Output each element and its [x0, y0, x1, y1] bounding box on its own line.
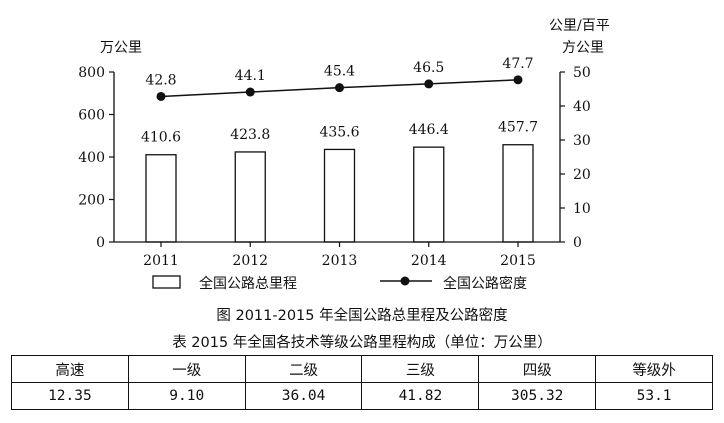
value-cell: 12.35 — [11, 382, 129, 410]
y-right-tick-label: 50 — [573, 65, 591, 81]
density-point — [245, 87, 255, 97]
figure-caption: 图 2011-2015 年全国公路总里程及公路密度 — [216, 308, 508, 324]
line-layer — [156, 75, 523, 101]
y-left-tick-label: 0 — [96, 235, 105, 251]
y-right-label-line-1: 公里/百平 — [549, 18, 610, 34]
y-right-tick-label: 30 — [573, 133, 591, 149]
density-value-label: 44.1 — [235, 68, 266, 84]
x-tick-label: 2011 — [143, 253, 179, 269]
y-right-tick-label: 40 — [573, 99, 591, 115]
legend-line-label: 全国公路密度 — [443, 275, 527, 292]
y-right-tick-label: 10 — [573, 201, 591, 217]
bar — [323, 148, 356, 243]
road-grade-table: 高速 一级 二级 三级 四级 等级外 12.35 9.10 36.04 41.8… — [11, 355, 713, 410]
table-value-row: 12.35 9.10 36.04 41.82 305.32 53.1 — [11, 382, 713, 410]
density-value-label: 46.5 — [413, 60, 444, 76]
x-tick-label: 2014 — [411, 253, 447, 269]
value-cell: 9.10 — [127, 382, 246, 410]
header-cell: 高速 — [11, 355, 129, 383]
header-cell: 三级 — [361, 355, 480, 383]
x-tick-label: 2013 — [322, 253, 358, 269]
density-value-label: 42.8 — [145, 72, 176, 88]
y-right-tick-label: 0 — [573, 235, 582, 251]
bar-value-label: 423.8 — [230, 127, 270, 143]
ticks-layer: 0 200 400 600 800 0 10 20 30 40 50 2011 2012 2013 2014… — [78, 65, 591, 269]
y-left-label: 万公里 — [100, 40, 142, 56]
bar — [234, 151, 266, 243]
table-caption: 表 2015 年全国各技术等级公路里程构成（单位：万公里） — [172, 335, 552, 351]
x-tick-label: 2015 — [500, 253, 536, 269]
density-point — [424, 79, 434, 89]
y-left-tick-label: 400 — [78, 150, 105, 166]
legend-bar-swatch — [152, 275, 181, 289]
legend-bar-label: 全国公路总里程 — [199, 275, 297, 292]
value-cell: 305.32 — [478, 382, 597, 410]
density-value-label: 45.4 — [324, 64, 355, 80]
value-cell: 53.1 — [595, 382, 713, 410]
bar-value-label: 410.6 — [141, 130, 181, 146]
y-right-tick-label: 20 — [573, 167, 591, 183]
x-tick-label: 2012 — [232, 253, 268, 269]
value-cell: 36.04 — [244, 382, 363, 410]
density-point — [513, 75, 523, 85]
bars-layer — [145, 144, 534, 243]
header-cell: 二级 — [244, 355, 363, 383]
y-left-tick-label: 200 — [78, 193, 105, 209]
bar-value-label: 457.7 — [498, 120, 538, 136]
chart: 0 200 400 600 800 0 10 20 30 40 50 2011 2012 2013 2014… — [78, 18, 610, 292]
bar — [413, 146, 445, 243]
density-point — [156, 91, 166, 101]
bar-value-label: 446.4 — [409, 122, 449, 138]
legend-line-marker — [400, 276, 410, 286]
y-left-tick-label: 600 — [78, 108, 105, 124]
header-cell: 等级外 — [595, 355, 713, 383]
bar-value-label: 435.6 — [319, 124, 359, 140]
bar — [502, 144, 534, 243]
y-right-label-line-2: 方公里 — [562, 40, 604, 56]
labels-layer: 410.6 423.8 435.6 446.4 457.7 42.8 44.1 45.4 46.… — [141, 56, 538, 146]
bar — [145, 154, 177, 243]
table-header-row: 高速 一级 二级 三级 四级 等级外 — [11, 355, 713, 383]
y-left-tick-label: 800 — [78, 65, 105, 81]
legend: 全国公路总里程 全国公路密度 — [152, 275, 527, 292]
header-cell: 一级 — [127, 355, 246, 383]
density-point — [335, 83, 344, 93]
header-cell: 四级 — [478, 355, 597, 383]
value-cell: 41.82 — [361, 382, 480, 410]
density-value-label: 47.7 — [502, 56, 533, 72]
